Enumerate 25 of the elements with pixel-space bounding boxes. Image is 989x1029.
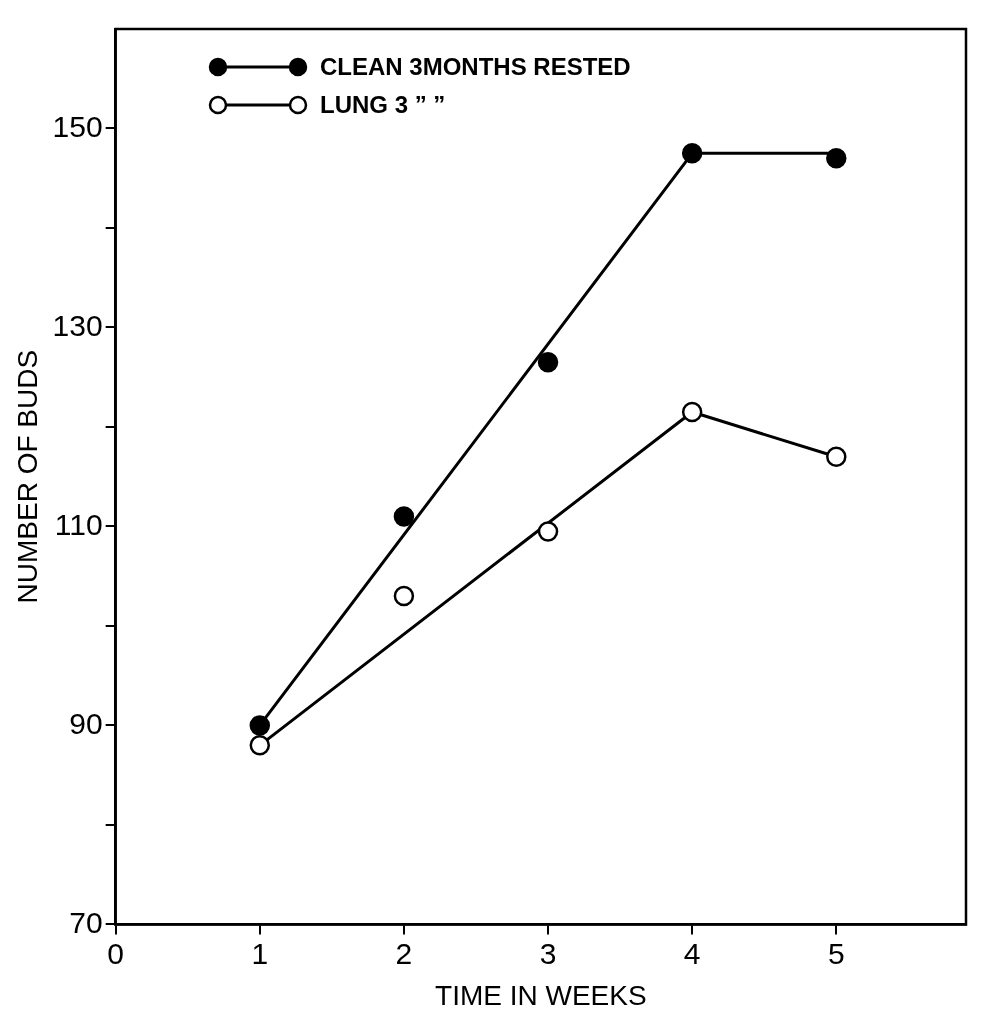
x-tick-label: 5 xyxy=(827,936,845,970)
x-tick-label: 2 xyxy=(395,936,413,970)
point xyxy=(393,506,415,527)
x-tick-label: 1 xyxy=(251,936,269,970)
legend-label: LUNG 3 ” ” xyxy=(320,91,446,119)
point xyxy=(826,148,847,169)
x-tick-label: 3 xyxy=(539,936,557,970)
y-axis-title: NUMBER OF BUDS xyxy=(11,349,43,604)
y-tick-label: 110 xyxy=(54,507,103,541)
x-tick-label: 4 xyxy=(683,936,701,970)
x-axis-title: TIME IN WEEKS xyxy=(435,979,647,1011)
point xyxy=(681,143,703,164)
point xyxy=(249,715,271,736)
y-tick-label: 90 xyxy=(69,706,103,740)
y-tick-label: 130 xyxy=(52,308,103,342)
point xyxy=(826,446,847,468)
point xyxy=(249,735,271,756)
point xyxy=(537,352,559,373)
legend-label: CLEAN 3MONTHS RESTED xyxy=(320,53,631,81)
y-tick-label: 70 xyxy=(69,905,103,939)
y-tick-label: 150 xyxy=(52,109,103,143)
point xyxy=(537,521,559,542)
point xyxy=(681,401,703,423)
point xyxy=(393,585,415,607)
x-tick-label: 0 xyxy=(107,936,124,970)
